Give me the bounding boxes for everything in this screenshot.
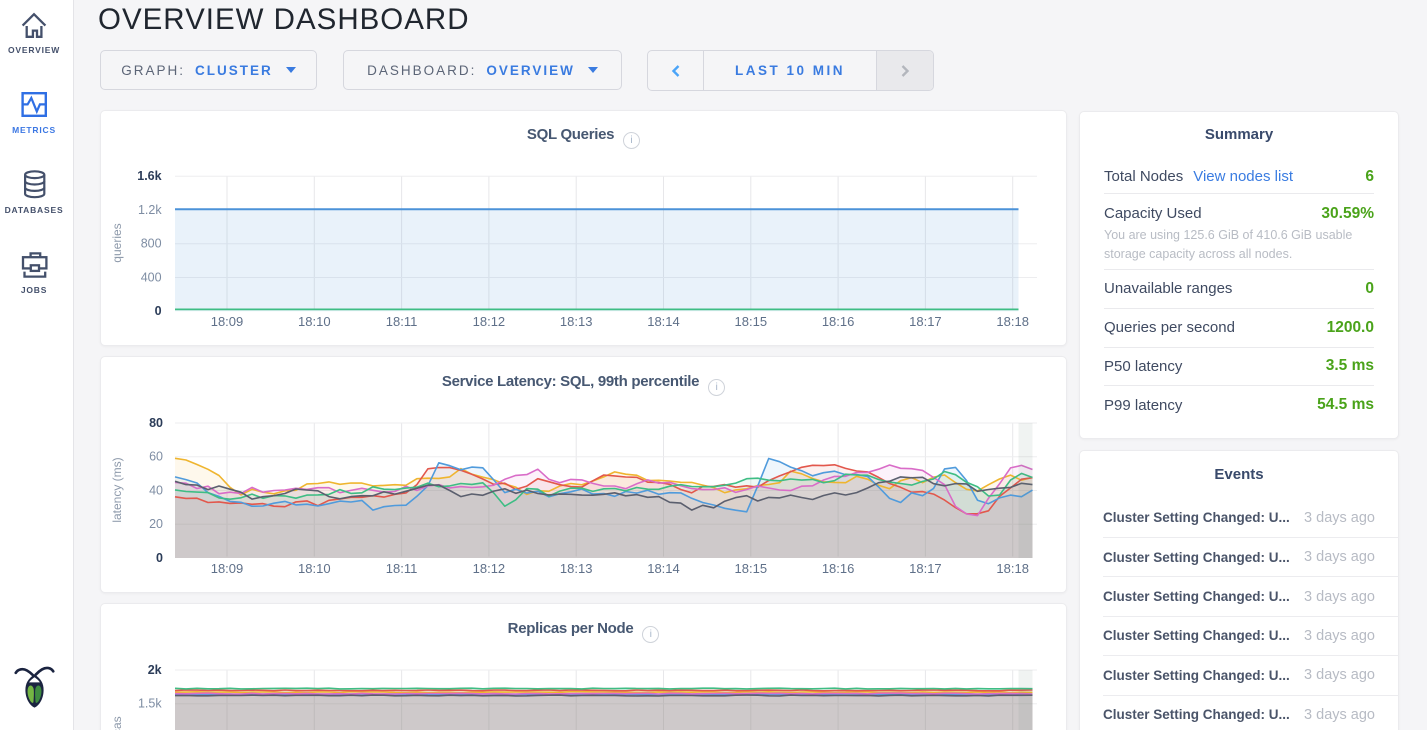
svg-text:18:11: 18:11 bbox=[386, 561, 418, 576]
svg-text:18:09: 18:09 bbox=[211, 314, 244, 329]
svg-text:1.6k: 1.6k bbox=[137, 169, 161, 183]
svg-text:replicas: replicas bbox=[110, 716, 124, 730]
svg-text:2k: 2k bbox=[148, 663, 162, 677]
svg-text:40: 40 bbox=[149, 483, 163, 497]
svg-text:18:15: 18:15 bbox=[735, 314, 768, 329]
svg-text:18:17: 18:17 bbox=[909, 314, 942, 329]
svg-text:18:13: 18:13 bbox=[560, 314, 593, 329]
svg-text:60: 60 bbox=[149, 450, 163, 464]
svg-text:latency (ms): latency (ms) bbox=[110, 457, 124, 522]
svg-text:18:10: 18:10 bbox=[298, 314, 331, 329]
svg-text:1.2k: 1.2k bbox=[138, 203, 162, 217]
svg-text:18:09: 18:09 bbox=[211, 561, 244, 576]
svg-text:18:13: 18:13 bbox=[560, 561, 593, 576]
svg-text:20: 20 bbox=[149, 517, 163, 531]
svg-text:0: 0 bbox=[155, 304, 162, 318]
svg-text:0: 0 bbox=[156, 551, 163, 565]
svg-text:18:14: 18:14 bbox=[647, 314, 680, 329]
svg-text:18:14: 18:14 bbox=[647, 561, 680, 576]
svg-text:18:12: 18:12 bbox=[473, 314, 506, 329]
svg-text:1.5k: 1.5k bbox=[138, 697, 162, 711]
svg-text:18:12: 18:12 bbox=[473, 561, 506, 576]
svg-text:18:16: 18:16 bbox=[822, 561, 855, 576]
svg-text:18:11: 18:11 bbox=[386, 314, 418, 329]
svg-text:18:17: 18:17 bbox=[909, 561, 942, 576]
svg-text:800: 800 bbox=[141, 237, 162, 251]
svg-text:18:16: 18:16 bbox=[822, 314, 855, 329]
svg-text:400: 400 bbox=[141, 270, 162, 284]
svg-text:80: 80 bbox=[149, 416, 163, 430]
svg-text:18:18: 18:18 bbox=[996, 314, 1029, 329]
svg-text:18:10: 18:10 bbox=[298, 561, 331, 576]
svg-text:18:15: 18:15 bbox=[735, 561, 768, 576]
svg-text:queries: queries bbox=[110, 223, 124, 262]
svg-text:18:18: 18:18 bbox=[996, 561, 1029, 576]
